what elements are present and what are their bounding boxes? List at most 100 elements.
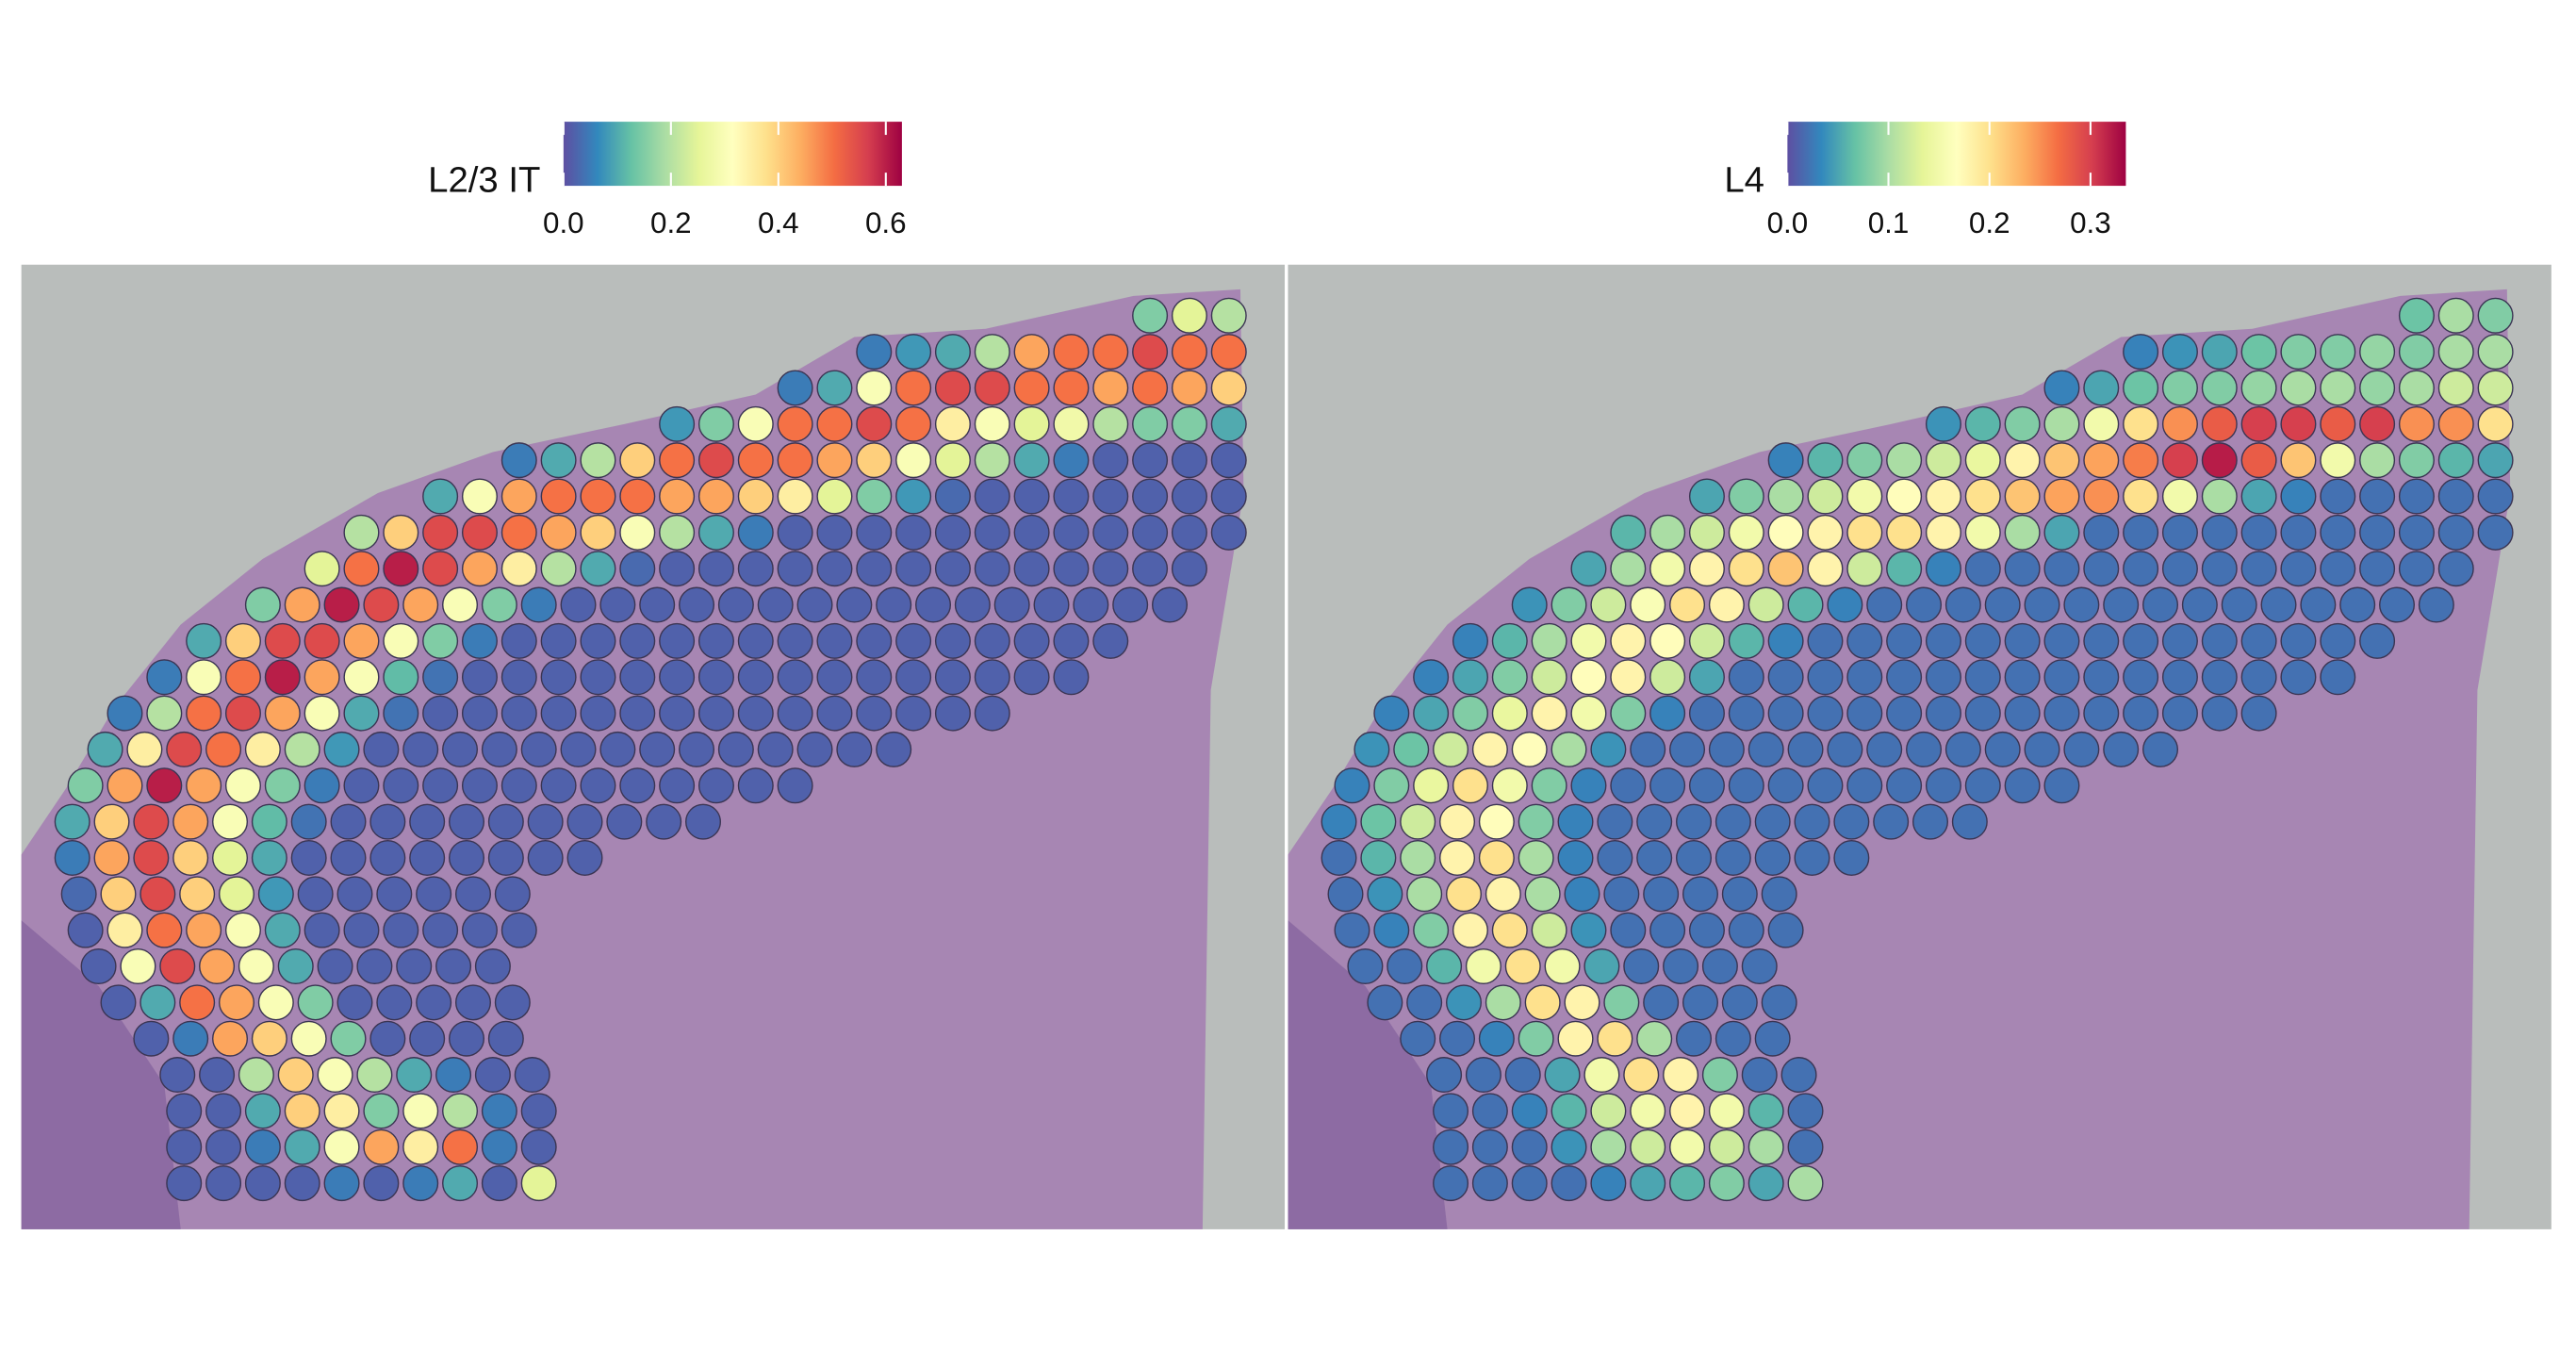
spot <box>1688 695 1725 732</box>
spot <box>2201 405 2238 442</box>
spot <box>2240 551 2277 587</box>
spot <box>383 514 419 551</box>
spot <box>146 695 183 732</box>
spot <box>323 1129 360 1165</box>
spot <box>205 1129 242 1165</box>
spot <box>1433 1129 1469 1165</box>
spot <box>330 839 367 876</box>
spot <box>1373 912 1410 948</box>
spot <box>224 767 261 804</box>
spot <box>796 586 833 623</box>
spot <box>1767 551 1804 587</box>
spot <box>1171 405 1207 442</box>
spot <box>1663 948 1699 985</box>
spot <box>1807 514 1844 551</box>
spot <box>1688 551 1725 587</box>
spot <box>1886 767 1923 804</box>
spot <box>1570 767 1607 804</box>
colorbar-tick-label: 0.6 <box>865 206 907 239</box>
spot <box>1570 551 1607 587</box>
colorbar-tick-label: 0.0 <box>543 206 584 239</box>
spot <box>1767 695 1804 732</box>
spot <box>1053 514 1090 551</box>
spot <box>1964 442 2001 479</box>
spot <box>363 731 400 767</box>
spot <box>934 514 971 551</box>
spot <box>580 551 616 587</box>
colorbar <box>563 122 902 187</box>
spot <box>2398 334 2435 371</box>
spot <box>166 731 203 767</box>
spot <box>2161 514 2198 551</box>
spot <box>777 405 813 442</box>
spot <box>1570 622 1607 659</box>
spot <box>461 912 498 948</box>
spot <box>1964 551 2001 587</box>
spot <box>1531 659 1567 696</box>
spot <box>2359 551 2396 587</box>
spot <box>1728 767 1764 804</box>
spot <box>566 839 603 876</box>
spot <box>777 659 813 696</box>
spot <box>1590 1165 1627 1202</box>
spot <box>1676 839 1713 876</box>
legend-title: L4 <box>1724 160 1764 201</box>
spot <box>1210 297 1247 334</box>
spot <box>290 839 327 876</box>
spot <box>284 1093 320 1129</box>
spot <box>1053 370 1090 406</box>
spot <box>1964 659 2001 696</box>
spot <box>1426 1057 1463 1094</box>
spot <box>1465 948 1501 985</box>
spot <box>1807 767 1844 804</box>
spot <box>251 803 287 840</box>
spot <box>1053 478 1090 515</box>
spot <box>2280 551 2317 587</box>
spot <box>2161 442 2198 479</box>
spot <box>284 731 320 767</box>
spot <box>895 478 932 515</box>
spot <box>1511 1165 1548 1202</box>
spot <box>2437 334 2474 371</box>
spot <box>895 551 932 587</box>
spot <box>146 767 183 804</box>
spot <box>974 334 1010 371</box>
spot <box>1400 839 1436 876</box>
spot <box>93 839 130 876</box>
spot <box>159 948 196 985</box>
spot <box>777 370 813 406</box>
spot <box>2024 586 2060 623</box>
spot <box>284 1165 320 1202</box>
tissue-edge <box>1288 920 1448 1229</box>
spot <box>186 622 222 659</box>
spot <box>422 622 459 659</box>
spot <box>2379 586 2416 623</box>
spot <box>376 876 413 913</box>
spot <box>1210 370 1247 406</box>
spot <box>619 695 656 732</box>
spot <box>1583 1057 1620 1094</box>
spot <box>336 876 373 913</box>
spot <box>1610 514 1647 551</box>
spot <box>1767 767 1804 804</box>
spot <box>1741 948 1778 985</box>
colorbar-tick-label: 0.2 <box>650 206 692 239</box>
spot <box>1210 334 1247 371</box>
spot <box>606 803 643 840</box>
spot <box>993 586 1030 623</box>
spot <box>1636 839 1673 876</box>
spot <box>2398 442 2435 479</box>
spot <box>697 514 734 551</box>
spot <box>1964 514 2001 551</box>
spot <box>659 622 696 659</box>
spot <box>1386 948 1423 985</box>
spot <box>1433 1093 1469 1129</box>
spot <box>284 1129 320 1165</box>
spot <box>1761 876 1797 913</box>
spot <box>1564 984 1600 1021</box>
spot <box>2161 405 2198 442</box>
spot <box>1807 442 1844 479</box>
spot <box>816 659 853 696</box>
spot <box>1964 622 2001 659</box>
spot <box>1452 622 1488 659</box>
